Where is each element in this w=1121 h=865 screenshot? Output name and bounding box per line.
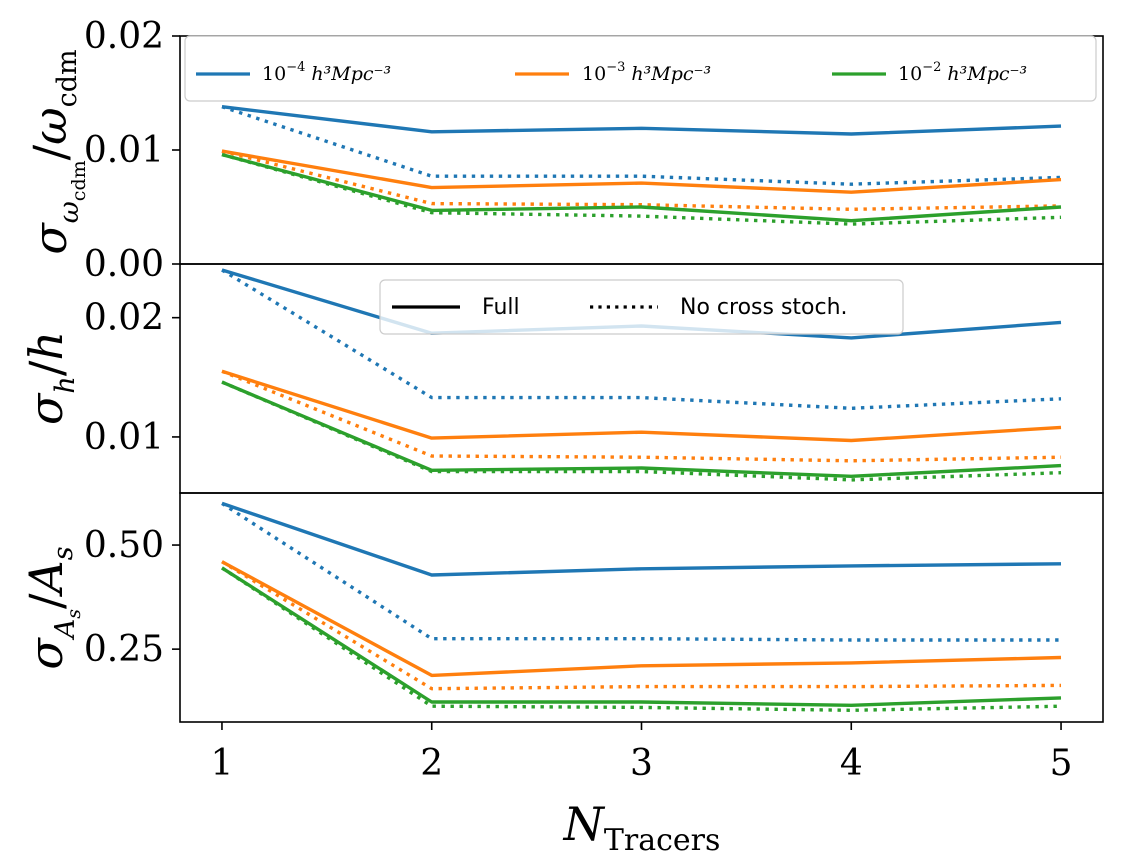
y-tick-label: 0.02 [84,16,164,57]
series-line-orange-solid [221,149,1062,194]
x-tick-label: 3 [630,743,653,784]
y-tick-label: 0.01 [84,130,164,171]
x-tick-label: 2 [420,743,443,784]
x-tick-label: 1 [211,743,234,784]
legend-label: 10−4 h³Mpc⁻³ [262,60,391,85]
density-legend: 10−4 h³Mpc⁻³ 10−3 h³Mpc⁻³ 10−2 h³Mpc⁻³ [184,35,1097,102]
series-line-green-solid [221,152,1062,223]
density-legend-entry-3: 10−2 h³Mpc⁻³ [832,60,1027,85]
series-line-orange-dotted [221,149,1062,212]
x-tick-label: 5 [1050,743,1073,784]
series-line-green-solid [221,566,1062,707]
series-line-orange-solid [221,560,1062,678]
y-tick-label: 0.00 [84,244,164,285]
x-axis-title: NTracers [563,797,721,858]
series-line-blue-dotted [221,268,1062,410]
legend-label-no-cross: No cross stoch. [680,295,848,320]
series-line-blue-solid [221,105,1062,136]
panel-omega: 0.00 0.01 0.02 [84,16,1104,285]
y-tick-label: 0.02 [84,298,164,339]
series-line-green-dotted [221,566,1062,712]
density-legend-entry-1: 10−4 h³Mpc⁻³ [196,60,391,85]
series-line-blue-solid [221,501,1062,577]
series-line-orange-solid [221,369,1062,443]
x-tick-label: 4 [840,743,863,784]
series-line-blue-dotted [221,501,1061,642]
y-tick-label: 0.25 [84,629,164,670]
panel-As: 0.25 0.50 [84,492,1104,723]
series-line-blue-dotted [221,105,1062,186]
style-legend: Full No cross stoch. [379,279,904,335]
y-tick-label: 0.50 [84,525,164,566]
series-line-orange-dotted [221,560,1062,691]
density-legend-entry-2: 10−3 h³Mpc⁻³ [515,60,711,85]
legend-label: 10−2 h³Mpc⁻³ [898,60,1027,85]
x-axis: 1 2 3 4 5 [211,722,1073,784]
y-tick-label: 0.01 [84,417,164,458]
legend-label-full: Full [482,295,520,320]
series-line-green-solid [221,380,1062,478]
density-legend-frame [184,35,1097,102]
legend-label: 10−3 h³Mpc⁻³ [582,60,711,85]
panels: 0.00 0.01 0.02 0.01 0.02 0.25 0.50 [84,16,1104,723]
